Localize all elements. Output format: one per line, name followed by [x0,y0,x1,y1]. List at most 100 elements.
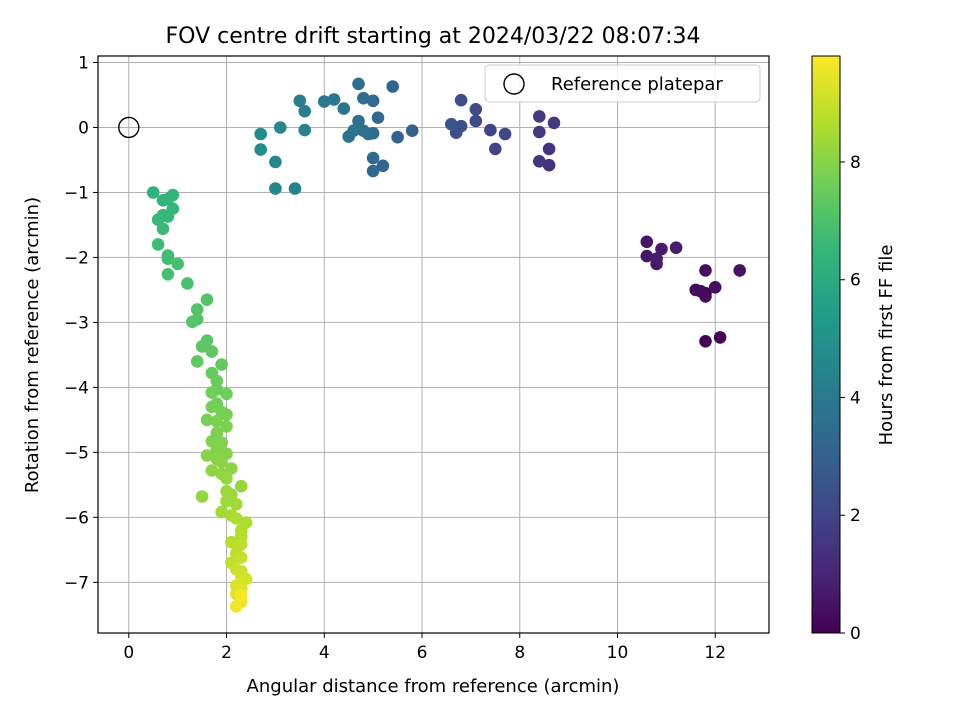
data-point [342,130,356,143]
data-point [205,386,219,399]
data-point [161,268,175,281]
colorbar: 0 2 4 6 8 Hours from first FF file [811,55,897,644]
data-point [151,238,165,251]
data-point [640,235,654,249]
y-tick-label: −5 [64,443,89,463]
colorbar-ticks: 0 2 4 6 8 [840,153,861,644]
y-tick-label: −2 [64,248,89,268]
data-point [269,182,282,195]
data-point [156,222,170,236]
data-point [186,315,199,329]
data-point [489,142,502,156]
data-point [269,155,282,169]
data-point [254,127,267,141]
data-point [195,490,209,503]
data-point [337,102,351,115]
data-point [220,420,233,433]
data-point [190,303,204,316]
x-tick-label: 12 [704,643,726,663]
data-point [146,186,160,199]
data-point [190,355,204,368]
x-tick-label: 2 [221,643,232,663]
data-point [445,117,458,131]
data-point [161,192,175,206]
data-point [650,252,663,265]
data-point [533,110,546,123]
data-point [655,242,668,256]
data-point [699,335,712,348]
data-point [454,93,468,107]
data-point [234,589,248,602]
data-point [366,164,380,178]
data-point [469,103,483,116]
colorbar-tick-label: 6 [850,271,861,291]
x-tick-label: 6 [417,643,428,663]
plot-area-frame [97,55,770,634]
data-point [542,142,556,156]
data-point [733,264,746,277]
legend-box [484,64,761,103]
data-point [161,252,175,265]
data-point [200,293,214,307]
data-point [298,123,312,137]
data-point [640,249,654,263]
data-point [533,155,546,168]
colorbar-gradient [811,55,841,634]
data-point [533,125,546,139]
y-tick-label: 1 [78,53,89,73]
data-point [220,408,233,422]
data-point [220,494,233,508]
data-point [498,127,512,141]
data-point [708,281,722,294]
data-point [220,472,233,485]
data-point [225,535,238,549]
data-point [205,345,219,358]
data-point [366,151,380,165]
data-point [215,455,228,469]
data-point [542,158,556,172]
colorbar-tick-label: 4 [850,388,861,408]
data-point [288,182,302,195]
data-point [230,512,243,525]
data-point [357,91,370,105]
data-point [327,93,341,106]
data-point [181,277,194,290]
data-point [205,400,219,414]
y-tick-label: −4 [64,378,89,398]
data-point [391,130,404,144]
data-point [200,413,214,427]
colorbar-tick-label: 0 [850,624,861,644]
data-point [210,414,224,428]
data-point [469,114,483,128]
data-point [713,331,727,344]
data-point [215,358,228,371]
data-point [376,159,390,173]
colorbar-label: Hours from first FF file [876,245,897,446]
data-point [366,94,380,108]
y-tick-label: −7 [64,573,89,593]
data-point [352,77,365,91]
data-point [669,241,683,254]
data-point [234,551,248,564]
x-tick-label: 8 [514,643,525,663]
grid-lines [98,56,769,633]
data-point [699,264,712,277]
data-point [230,498,243,511]
y-tick-label: 0 [78,118,89,138]
data-point [293,94,307,108]
data-point [215,505,228,519]
x-axis-label: Angular distance from reference (arcmin) [247,676,620,697]
legend-label-reference: Reference platepar [551,74,723,95]
reference-platepar-marker [118,116,140,139]
colorbar-tick-label: 2 [850,506,861,526]
data-point [298,104,312,118]
data-point [200,449,214,462]
data-point [371,111,385,124]
legend: Reference platepar [484,64,761,103]
data-point [234,479,248,493]
colorbar-tick-label: 8 [850,153,861,173]
data-point [405,124,419,137]
data-point [254,143,267,156]
